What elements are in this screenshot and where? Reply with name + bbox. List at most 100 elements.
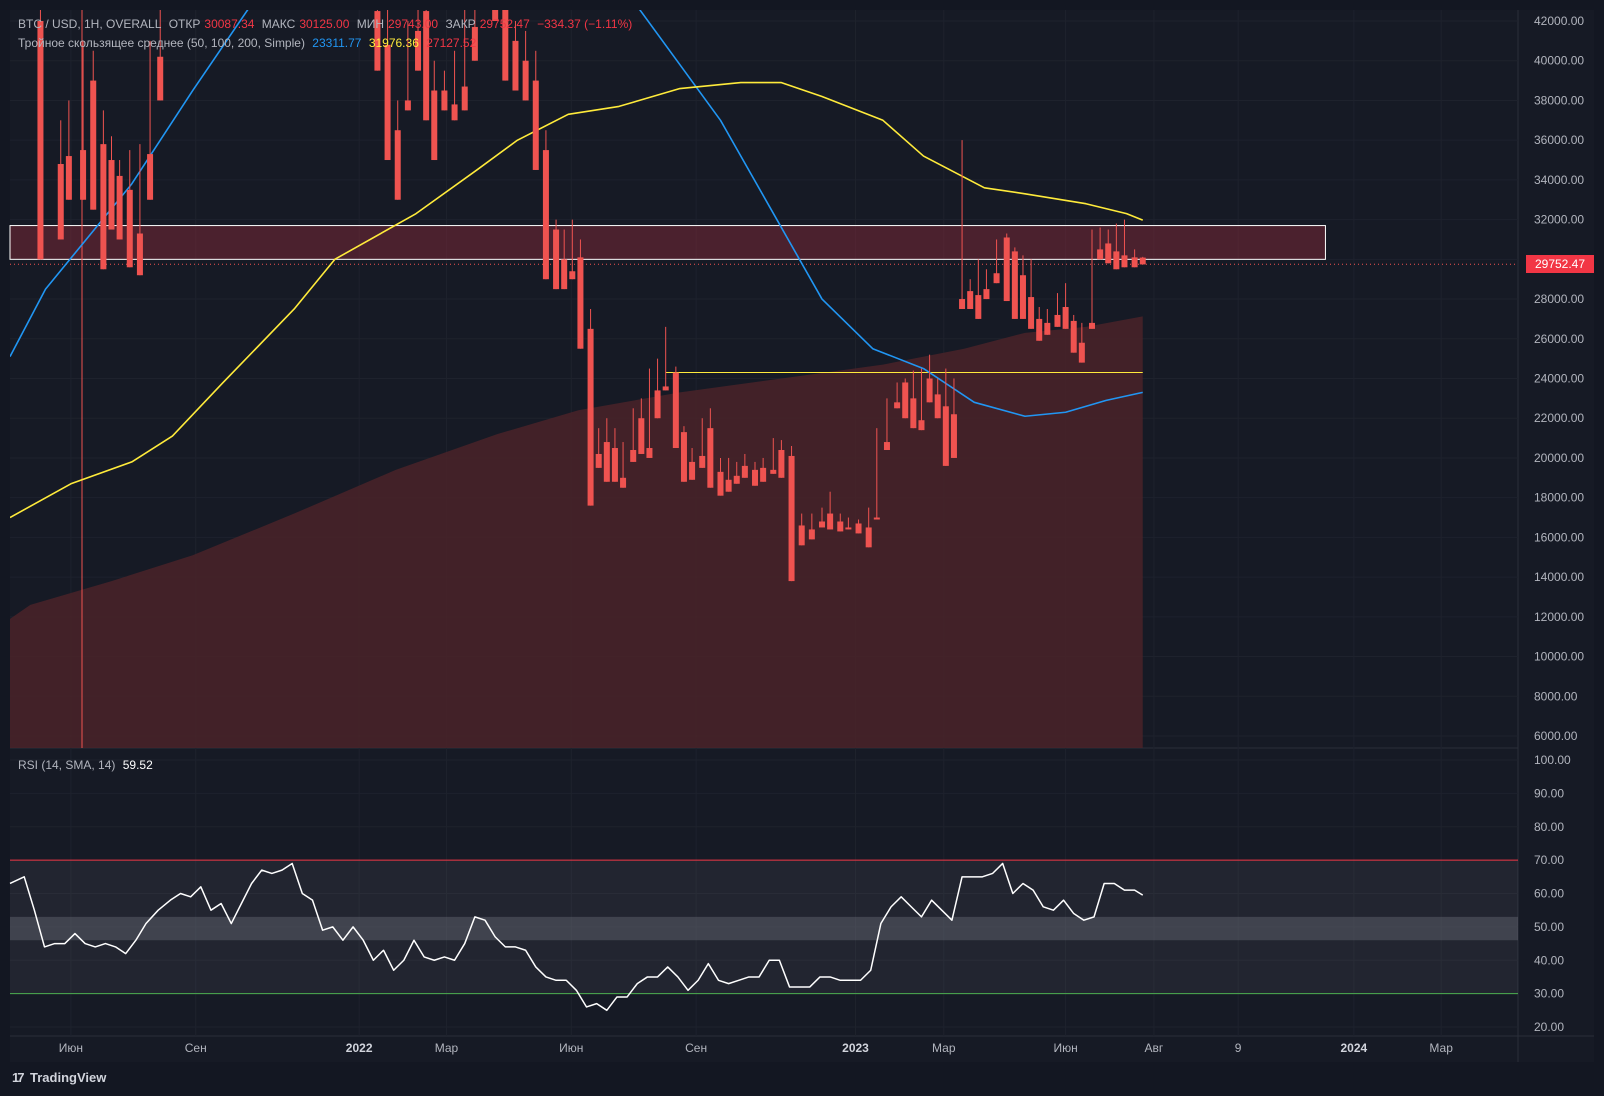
candle-down <box>502 10 509 81</box>
ma50-line <box>10 10 1143 418</box>
candle-down <box>630 450 637 462</box>
time-tick-label: 9 <box>1235 1041 1242 1055</box>
candle-down <box>1078 342 1085 363</box>
price-tick-label: 10000.00 <box>1534 650 1584 664</box>
candle-down <box>975 295 982 319</box>
candle-down <box>374 11 381 71</box>
price-tick-label: 38000.00 <box>1534 93 1584 107</box>
ma100-value: 31976.36 <box>368 36 419 50</box>
time-tick-label: Июн <box>559 1041 583 1055</box>
candle-down <box>770 469 777 474</box>
candle-down <box>1044 322 1051 335</box>
ma-legend-label[interactable]: Тройное скользящее среднее (50, 100, 200… <box>18 36 305 50</box>
candle-down <box>1131 257 1138 268</box>
rsi-legend-label[interactable]: RSI (14, SMA, 14) <box>18 758 116 772</box>
candle-down <box>1121 255 1128 268</box>
candle-down <box>1019 275 1026 319</box>
candles <box>37 10 1146 582</box>
candle-down <box>90 80 97 210</box>
symbol-label[interactable]: BTC / USD, 1H, OVERALL <box>18 17 162 31</box>
candle-down <box>157 56 164 101</box>
price-tick-label: 36000.00 <box>1534 133 1584 147</box>
time-tick-label: Мар <box>932 1041 956 1055</box>
time-tick-label: 2023 <box>842 1041 869 1055</box>
candle-down <box>522 60 529 101</box>
ma-legend: Тройное скользящее среднее (50, 100, 200… <box>18 36 480 50</box>
candle-down <box>760 467 767 482</box>
candle-down <box>577 257 584 349</box>
open-value: 30087.34 <box>204 17 255 31</box>
candle-down <box>902 382 909 419</box>
price-tick-label: 16000.00 <box>1534 530 1584 544</box>
candle-down <box>80 150 87 200</box>
candle-down <box>1070 320 1077 353</box>
candle-down <box>798 525 805 546</box>
rsi-tick-label: 100.00 <box>1534 753 1571 767</box>
candle-down <box>512 40 519 91</box>
candle-down <box>959 299 966 309</box>
candle-down <box>707 428 714 488</box>
candle-down <box>845 527 852 530</box>
candle-down <box>603 442 610 482</box>
candle-down <box>1139 257 1146 265</box>
candle-down <box>126 189 133 268</box>
ma50-value: 23311.77 <box>312 36 362 50</box>
resistance-zone-rect <box>9 225 1326 260</box>
candle-down <box>788 455 795 582</box>
price-tick-label: 6000.00 <box>1534 729 1578 743</box>
candle-down <box>883 442 890 450</box>
rsi-tick-label: 30.00 <box>1534 987 1564 1001</box>
rsi-tick-label: 80.00 <box>1534 820 1564 834</box>
candle-down <box>1062 307 1069 329</box>
price-tick-label: 42000.00 <box>1534 14 1584 28</box>
candle-down <box>827 513 834 530</box>
high-value: 30125.00 <box>299 17 350 31</box>
price-axis[interactable]: 42000.00 40000.00 38000.00 36000.00 34000.00… <box>1534 14 1584 1034</box>
candle-down <box>423 11 430 121</box>
price-tick-label: 40000.00 <box>1534 54 1584 68</box>
rsi-mid-band <box>10 916 1518 941</box>
price-tick-label: 20000.00 <box>1534 451 1584 465</box>
candle-down <box>654 390 661 419</box>
candle-down <box>65 156 72 200</box>
candle-down <box>778 450 785 478</box>
candle-down <box>646 448 653 458</box>
time-tick-label: Авг <box>1145 1041 1164 1055</box>
candle-down <box>1097 249 1104 260</box>
brand-label: TradingView <box>30 1070 107 1085</box>
candle-down <box>611 448 618 482</box>
ma200-area <box>10 316 1143 748</box>
rsi-tick-label: 90.00 <box>1534 786 1564 800</box>
high-label: МАКС <box>261 17 296 31</box>
price-tick-label: 34000.00 <box>1534 173 1584 187</box>
candle-down <box>638 418 645 454</box>
rsi-pane <box>9 859 1518 1012</box>
ma100-line <box>10 81 1144 519</box>
candle-down <box>680 432 687 482</box>
time-tick-label: Мар <box>1429 1041 1453 1055</box>
rsi-line <box>9 862 1144 1012</box>
candle-down <box>1036 318 1043 341</box>
time-axis[interactable]: Июн Сен 2022 Мар Июн Сен 2023 Мар Июн Авг 9 2024 Мар <box>59 1041 1453 1055</box>
candle-down <box>993 273 1000 284</box>
rsi-tick-label: 50.00 <box>1534 920 1564 934</box>
candle-down <box>717 471 724 496</box>
candle-down <box>461 86 468 111</box>
price-tick-label: 24000.00 <box>1534 372 1584 386</box>
time-tick-label: Сен <box>185 1041 207 1055</box>
rsi-tick-label: 20.00 <box>1534 1020 1564 1034</box>
candle-down <box>967 291 974 309</box>
candle-down <box>819 521 825 528</box>
candle-down <box>733 475 740 484</box>
ma200-fill <box>10 316 1143 748</box>
time-tick-label: Июн <box>59 1041 83 1055</box>
candle-down <box>553 229 560 290</box>
rsi-tick-label: 70.00 <box>1534 853 1564 867</box>
candle-down <box>699 455 706 468</box>
time-tick-label: Июн <box>1053 1041 1077 1055</box>
price-tick-label: 26000.00 <box>1534 332 1584 346</box>
candle-down <box>942 406 949 466</box>
time-tick-label: Сен <box>685 1041 707 1055</box>
tradingview-logo[interactable]: 17 TradingView <box>12 1070 106 1085</box>
